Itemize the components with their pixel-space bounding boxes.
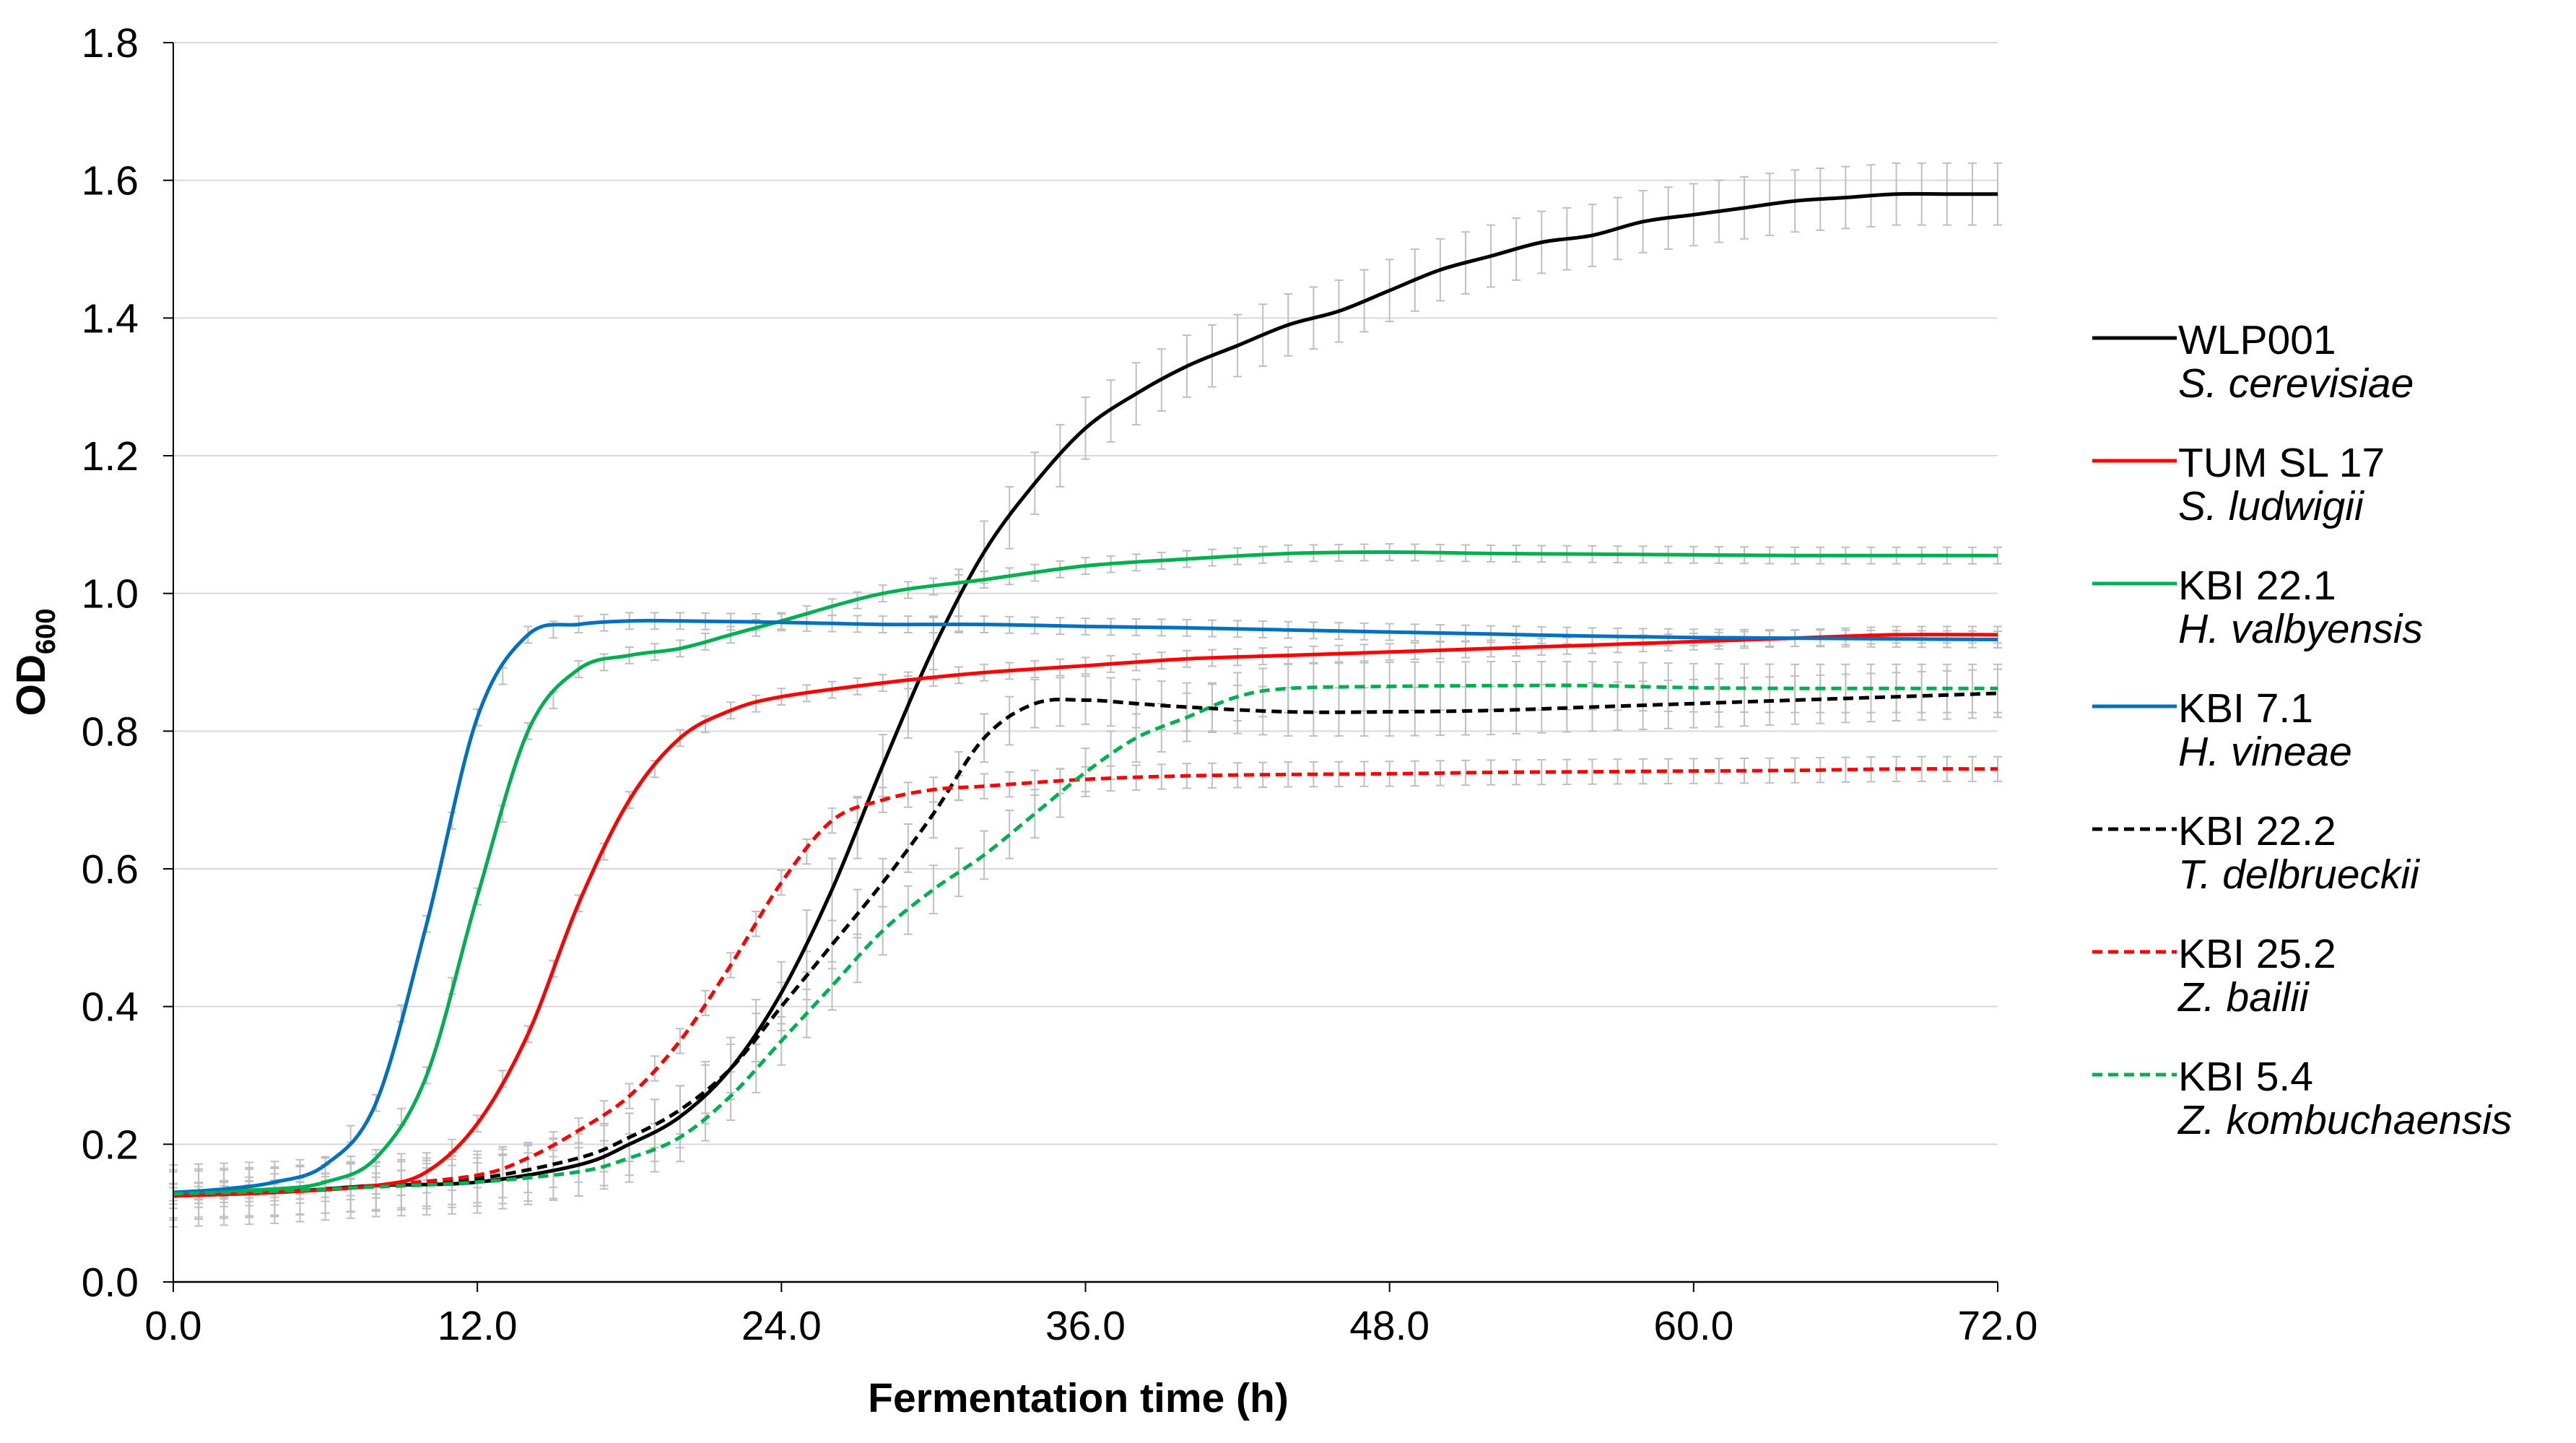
legend-species-label: Z. kombuchaensis: [2177, 1097, 2512, 1143]
legend-strain-label: KBI 5.4: [2178, 1054, 2313, 1100]
series-line-kbi-7-1: [173, 618, 1998, 1195]
legend-species-label: H. valbyensis: [2178, 606, 2423, 652]
x-axis-title: Fermentation time (h): [868, 1375, 1289, 1421]
x-tick-label: 60.0: [1653, 1303, 1733, 1349]
legend-item: KBI 22.2T. delbrueckii: [2092, 808, 2420, 898]
y-tick-label: 1.8: [82, 20, 139, 66]
y-axis-title: OD600: [8, 609, 61, 716]
grid-layer: [173, 42, 1998, 1145]
y-tick-label: 0.4: [82, 984, 139, 1031]
x-tick-label: 72.0: [1958, 1303, 2038, 1349]
x-tick-label: 36.0: [1045, 1303, 1126, 1349]
legend-strain-label: KBI 22.2: [2178, 808, 2336, 854]
series-line-kbi-5-4: [173, 683, 1998, 1196]
x-tick-label: 12.0: [438, 1303, 518, 1349]
legend-item: KBI 5.4Z. kombuchaensis: [2092, 1054, 2512, 1143]
legend-item: TUM SL 17S. ludwigii: [2092, 440, 2385, 529]
x-tick-label: 48.0: [1349, 1303, 1430, 1349]
error-bars-6: [169, 661, 2002, 1219]
legend-item: KBI 22.1H. valbyensis: [2092, 563, 2423, 652]
x-tick-label: 0.0: [144, 1303, 201, 1349]
y-tick-label: 1.2: [82, 433, 139, 480]
axis-layer: 0.0 0.2 0.4 0.6 0.8 1.0 1.2 1.4 1.6 1.8 0.0 12.0 24.…: [8, 20, 2037, 1421]
legend-strain-label: TUM SL 17: [2178, 440, 2385, 486]
legend-species-label: S. cerevisiae: [2178, 360, 2414, 407]
y-tick-label: 0.8: [82, 708, 139, 755]
legend-strain-label: WLP001: [2178, 317, 2336, 363]
legend-species-label: T. delbrueckii: [2178, 852, 2420, 898]
y-axis-title-main: OD: [8, 654, 54, 716]
series-line-tum-sl-17: [173, 633, 1998, 1198]
series-line-kbi-22-1: [173, 550, 1998, 1195]
legend-species-label: H. vineae: [2178, 729, 2352, 775]
series-line-kbi-22-2: [173, 691, 1998, 1198]
legend-item: KBI 25.2Z. bailii: [2092, 931, 2336, 1020]
error-bars-5: [169, 755, 2002, 1209]
legend-strain-label: KBI 25.2: [2178, 931, 2336, 977]
series-line-wlp001: [173, 191, 1998, 1198]
y-axis-title-subscript: 600: [31, 609, 61, 654]
y-tick-label: 0.0: [82, 1260, 139, 1306]
y-tick-label: 0.2: [82, 1122, 139, 1168]
legend-strain-label: KBI 22.1: [2178, 563, 2336, 609]
legend-species-label: Z. bailii: [2177, 974, 2310, 1020]
legend-strain-label: KBI 7.1: [2178, 685, 2313, 732]
y-axis-title-text: OD600: [8, 609, 61, 716]
series-line-kbi-25-2: [173, 767, 1998, 1198]
x-tick-label: 24.0: [741, 1303, 822, 1349]
legend-species-label: S. ludwigii: [2178, 483, 2364, 529]
y-tick-label: 1.0: [82, 571, 139, 618]
y-tick-label: 1.6: [82, 158, 139, 204]
y-tick-label: 1.4: [82, 295, 139, 342]
error-bars-2: [169, 543, 2002, 1202]
series-layer: [173, 191, 1998, 1198]
legend-item: KBI 7.1H. vineae: [2092, 685, 2352, 775]
error-bar-layer: [169, 162, 2002, 1228]
y-tick-label: 0.6: [82, 846, 139, 893]
